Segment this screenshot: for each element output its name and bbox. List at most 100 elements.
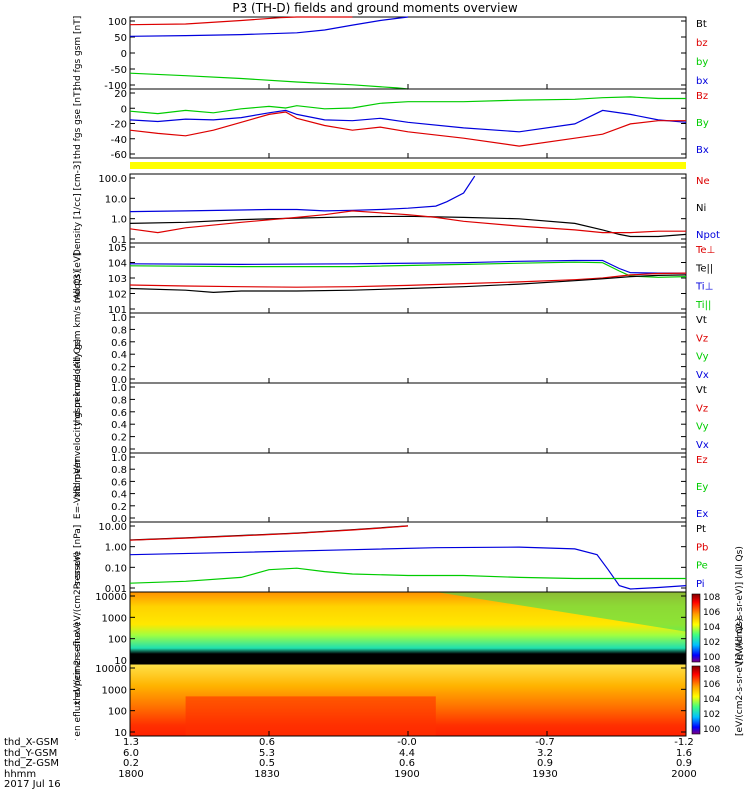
footer-value: 1900 (394, 768, 420, 780)
series-fgs-gsm-by (129, 72, 409, 90)
footer-value: 1.6 (676, 747, 692, 759)
ytick-label: 0.10 (105, 563, 127, 574)
ytick-label: 0.4 (111, 350, 127, 361)
status-bar (130, 162, 686, 169)
ytick-label: 100 (108, 17, 127, 28)
legend-fgs-gse: Bz (696, 91, 708, 102)
footer-value: 1830 (254, 768, 280, 780)
legend-peir-velocity: Vy (696, 352, 709, 363)
ylabel-peir-eflux: thd peir en eflux eV/(cm2-s-sr-eV) (73, 552, 83, 704)
colorbar (691, 593, 701, 663)
panel-frame (129, 521, 687, 593)
colorbar-tick-label: 104 (703, 695, 720, 705)
ytick-label: 100 (108, 707, 127, 718)
panel-frame (129, 16, 687, 90)
legend-peer-velocity: Vx (696, 440, 709, 451)
footer-value: 1930 (532, 768, 558, 780)
ytick-label: 100 (108, 635, 127, 646)
footer-value: -0.7 (535, 737, 555, 748)
legend-fgs-gsm: by (696, 57, 708, 68)
ytick-label: 0.2 (111, 363, 127, 374)
series-pressure-Pt (129, 525, 409, 541)
heatmap-overlay (435, 592, 686, 632)
ytick-label: 10 (114, 728, 127, 739)
ytick-label: 0.4 (111, 420, 127, 431)
ytick-label: 1.00 (105, 543, 127, 554)
ytick-label: 1000 (102, 685, 127, 696)
ytick-label: 104 (108, 259, 127, 270)
ytick-label: 50 (114, 33, 127, 44)
legend-density: Ni (696, 203, 706, 214)
footer-value: 0.5 (259, 758, 275, 769)
series-density-Ne (129, 210, 686, 234)
ytick-label: 0.4 (111, 490, 127, 501)
legend-density: Npot (696, 230, 720, 241)
series-temperature-Ti⊥ (129, 259, 686, 274)
legend-peir-velocity: Vt (696, 315, 707, 326)
ytick-label: 105 (108, 243, 127, 254)
ytick-label: 0.0 (111, 445, 127, 456)
colorbar-tick-label: 108 (703, 593, 720, 603)
footer-row-x: thd_X-GSM 1.3 0.6 -0.0 -0.7 -1.2 (4, 737, 694, 749)
ytick-label: -50 (111, 65, 127, 76)
ytick-label: 10 (114, 656, 127, 667)
ytick-label: 10.00 (98, 522, 127, 533)
footer-row-y: thd_Y-GSM 6.0 5.3 4.4 3.2 1.6 (4, 748, 692, 760)
panel-frame (129, 452, 687, 523)
ytick-label: 10000 (95, 664, 127, 675)
legend-efield: Ey (696, 482, 708, 493)
footer-date: 2017 Jul 16 (4, 779, 61, 791)
footer-value: 5.3 (259, 747, 275, 759)
legend-fgs-gsm: Bt (696, 19, 707, 30)
ylabel-peir-velocity: thd peir velocity gsm km/s (All Qs) (73, 270, 83, 426)
legend-fgs-gsm: bz (696, 38, 708, 49)
ytick-label: 1.0 (111, 313, 127, 324)
legend-temperature: Ti|| (695, 300, 711, 311)
ytick-label: -20 (111, 120, 127, 131)
legend-efield: Ex (696, 509, 708, 520)
panel-frame (129, 88, 687, 159)
footer-value: 2000 (671, 768, 697, 780)
ytick-label: 103 (108, 274, 127, 285)
ytick-label: 0.8 (111, 465, 127, 476)
footer-label: thd_Z-GSM (4, 758, 59, 769)
ylabel-peer-eflux: thd peer en eflux eV/(cm2-s-sr-eV) (73, 622, 83, 740)
legend-peer-velocity: Vz (696, 403, 708, 414)
ylabel-density: Density [1/cc] [cm-3] (73, 161, 83, 256)
ylabel-fgs-gsm: thd fgs gsm [nT] (73, 16, 83, 91)
series-temperature-Te|| (129, 274, 687, 294)
footer-value: 0.9 (676, 758, 692, 769)
ylabel-fgs-gse: thd fgs gse [nT] (73, 88, 83, 159)
ytick-label: 1.0 (111, 383, 127, 394)
ytick-label: 0.01 (105, 584, 127, 595)
footer-value: 1800 (118, 768, 144, 780)
ytick-label: 1000 (102, 613, 127, 624)
ytick-label: 101 (108, 305, 127, 316)
ytick-label: 0.1 (111, 235, 127, 246)
legend-peer-velocity: Vy (696, 422, 709, 433)
ytick-label: 0.6 (111, 477, 127, 488)
footer-row-z: thd_Z-GSM 0.2 0.5 0.6 0.9 0.9 (4, 758, 692, 770)
footer-value: 3.2 (537, 747, 553, 759)
panel-frame (129, 312, 687, 384)
footer-value: 0.2 (123, 758, 139, 769)
series-pressure-Pi (129, 546, 687, 590)
legend-fgs-gse: By (696, 118, 709, 129)
ytick-label: -60 (111, 150, 127, 161)
ylabel-efield: E=-VxB mV/m (73, 456, 83, 519)
footer-value: 0.9 (537, 758, 553, 769)
ylabel-peer-velocity: thd peer velocity gsm km/s (All Qs) (73, 339, 83, 498)
ytick-label: 20 (114, 89, 127, 100)
legend-pressure: Pt (696, 524, 706, 535)
ytick-label: 0.0 (111, 375, 127, 386)
footer-value: -1.2 (674, 737, 694, 748)
colorbar-tick-label: 102 (703, 710, 720, 720)
ytick-label: 100.0 (98, 174, 127, 185)
footer-value: 6.0 (123, 747, 139, 759)
colorbar-tick-label: 100 (703, 653, 720, 663)
legend-density: Ne (696, 176, 710, 187)
series-pressure-Pe (129, 567, 686, 584)
ytick-label: 0.2 (111, 502, 127, 513)
ytick-label: 1.0 (111, 453, 127, 464)
